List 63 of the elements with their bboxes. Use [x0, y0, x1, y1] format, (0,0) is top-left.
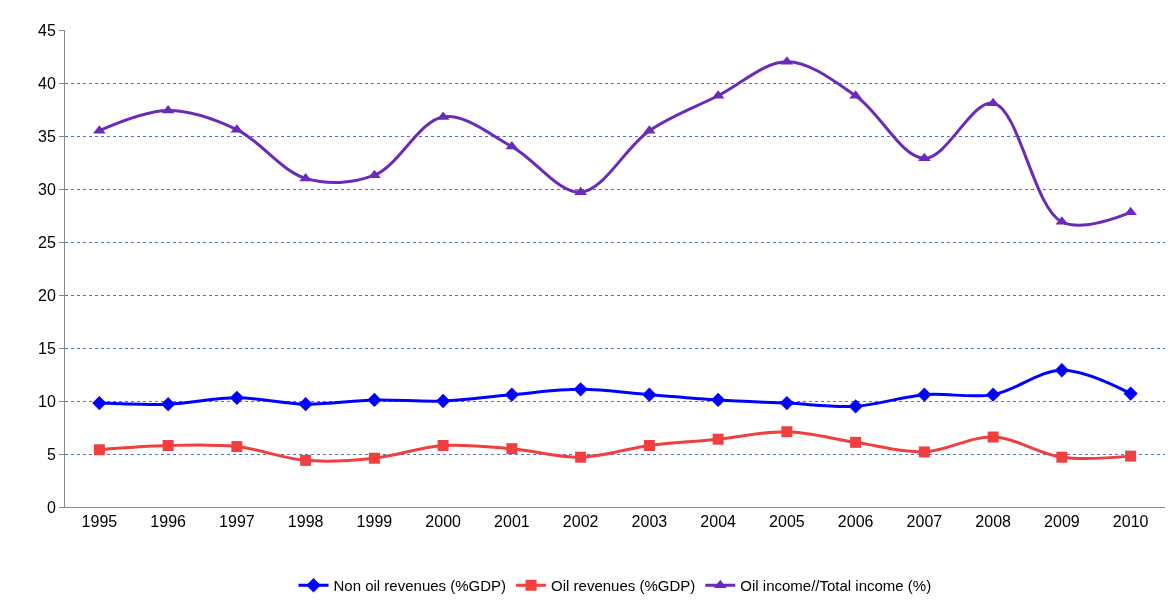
y-tick-label: 25: [38, 233, 56, 251]
point: [987, 431, 999, 443]
x-tick-label: 1999: [356, 513, 393, 531]
point: [710, 392, 726, 408]
legend-label: Oil income//Total income (%): [740, 577, 932, 595]
point: [299, 172, 312, 182]
y-tick-label: 35: [38, 127, 56, 145]
point: [781, 426, 793, 438]
point: [1123, 386, 1138, 401]
point: [300, 454, 312, 466]
x-tick-label: 2002: [562, 513, 599, 531]
point: [229, 390, 245, 405]
y-tick-label: 40: [38, 74, 56, 92]
x-tick-label: 1998: [287, 513, 324, 531]
x-tick-label: 1995: [81, 513, 118, 531]
point: [1056, 451, 1068, 463]
point: [1125, 450, 1137, 462]
point: [575, 451, 587, 463]
x-tick-label: 1997: [219, 513, 255, 531]
x-tick-label: 2010: [1112, 513, 1149, 531]
x-tick-label: 2001: [494, 513, 530, 531]
y-tick-label: 45: [38, 21, 56, 39]
point: [93, 444, 105, 456]
point: [917, 387, 932, 402]
x-tick-label: 1996: [150, 513, 187, 531]
point: [643, 440, 655, 452]
x-tick-label: 2004: [700, 513, 737, 531]
point: [573, 382, 588, 397]
x-tick-label: 2009: [1044, 513, 1080, 531]
y-tick-label: 0: [46, 498, 56, 516]
x-tick-label: 2005: [769, 513, 805, 531]
legend-label: Oil revenues (%GDP): [551, 577, 696, 595]
point: [850, 436, 862, 448]
x-tick-label: 2007: [906, 513, 943, 531]
point: [160, 397, 176, 412]
point: [985, 387, 1001, 402]
point: [504, 387, 520, 402]
y-tick-label: 20: [38, 286, 56, 304]
x-tick-label: 2003: [631, 513, 668, 531]
point: [1054, 363, 1070, 378]
point: [162, 440, 174, 452]
point: [437, 440, 449, 452]
x-tick-label: 2006: [837, 513, 874, 531]
point: [298, 397, 313, 412]
y-tick-label: 5: [46, 445, 56, 463]
point: [231, 441, 243, 453]
point: [848, 399, 863, 414]
legend-label: Non oil revenues (%GDP): [333, 577, 507, 595]
point: [918, 446, 930, 458]
point: [642, 387, 657, 402]
y-tick-label: 10: [38, 392, 56, 410]
point: [92, 395, 107, 411]
y-tick-label: 30: [38, 180, 56, 198]
x-tick-label: 2008: [975, 513, 1012, 531]
point: [506, 443, 518, 455]
x-tick-label: 2000: [425, 513, 462, 531]
point: [368, 452, 380, 464]
point: [435, 393, 451, 409]
y-tick-label: 15: [38, 339, 56, 357]
point: [712, 433, 724, 445]
point: [367, 392, 382, 408]
point: [918, 152, 931, 162]
point: [779, 395, 795, 411]
